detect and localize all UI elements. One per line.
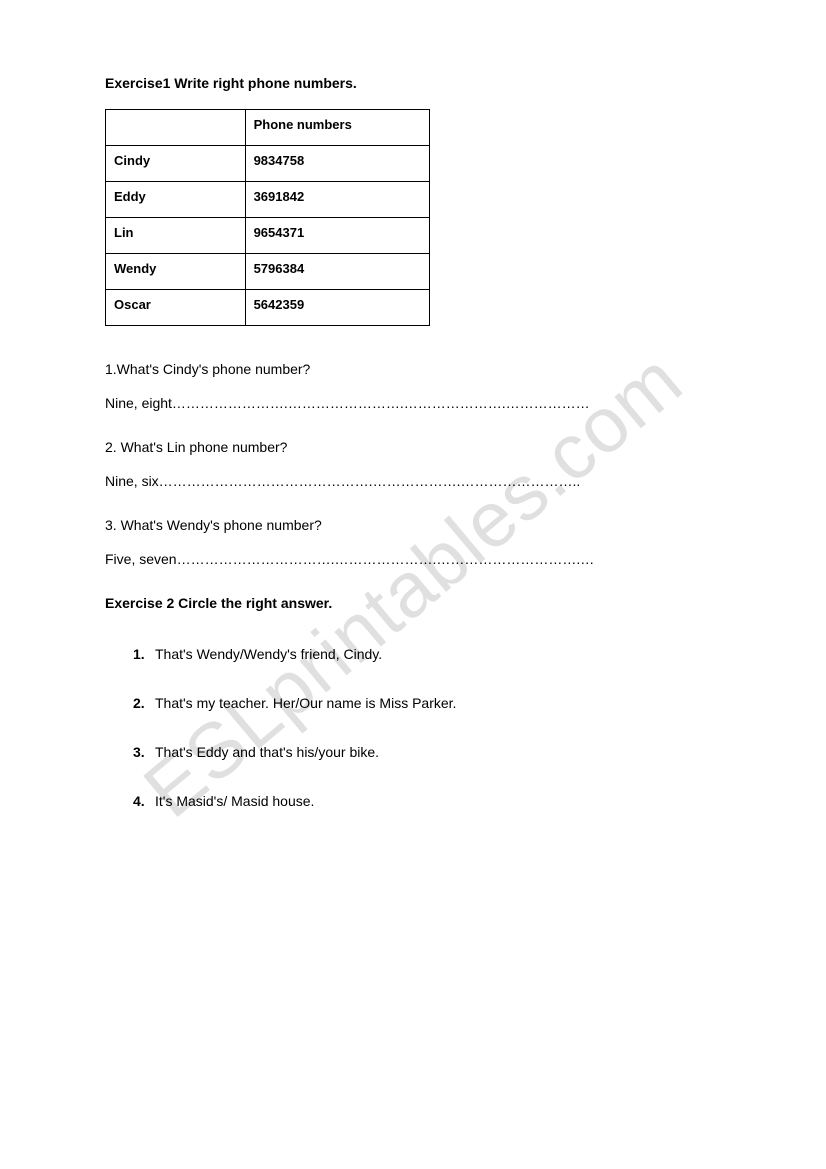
question-text: 2. What's Lin phone number?	[105, 439, 721, 455]
cell-phone: 5796384	[245, 254, 429, 290]
exercise2-item: 3. That's Eddy and that's his/your bike.	[133, 744, 721, 760]
item-text: That's Wendy/Wendy's friend, Cindy.	[155, 646, 382, 662]
exercise2-list: 1. That's Wendy/Wendy's friend, Cindy. 2…	[105, 646, 721, 809]
table-row: Cindy 9834758	[106, 146, 430, 182]
cell-phone: 9834758	[245, 146, 429, 182]
question-text: 1.What's Cindy's phone number?	[105, 361, 721, 377]
item-text: That's my teacher. Her/Our name is Miss …	[155, 695, 456, 711]
exercise2-title: Exercise 2 Circle the right answer.	[105, 595, 721, 611]
exercise2-item: 2. That's my teacher. Her/Our name is Mi…	[133, 695, 721, 711]
answer-line: Nine, eight…………………….…………………….………………….…………	[105, 395, 721, 411]
question-text: 3. What's Wendy's phone number?	[105, 517, 721, 533]
exercise1-title: Exercise1 Write right phone numbers.	[105, 75, 721, 91]
question-block-2: 2. What's Lin phone number? Nine, six…………	[105, 439, 721, 489]
cell-name: Cindy	[106, 146, 246, 182]
cell-phone: 3691842	[245, 182, 429, 218]
cell-phone: 5642359	[245, 290, 429, 326]
question-block-1: 1.What's Cindy's phone number? Nine, eig…	[105, 361, 721, 411]
cell-name: Eddy	[106, 182, 246, 218]
question-block-3: 3. What's Wendy's phone number? Five, se…	[105, 517, 721, 567]
header-phone: Phone numbers	[245, 110, 429, 146]
item-number: 3.	[133, 744, 155, 760]
exercise2-item: 1. That's Wendy/Wendy's friend, Cindy.	[133, 646, 721, 662]
item-number: 1.	[133, 646, 155, 662]
answer-line: Five, seven…………………………….………………….…………………………	[105, 551, 721, 567]
item-text: It's Masid's/ Masid house.	[155, 793, 314, 809]
phone-table: Phone numbers Cindy 9834758 Eddy 3691842…	[105, 109, 430, 326]
table-header-row: Phone numbers	[106, 110, 430, 146]
table-row: Eddy 3691842	[106, 182, 430, 218]
cell-name: Oscar	[106, 290, 246, 326]
answer-line: Nine, six……………………………………….……………….………………………	[105, 473, 721, 489]
cell-phone: 9654371	[245, 218, 429, 254]
table-row: Lin 9654371	[106, 218, 430, 254]
header-name	[106, 110, 246, 146]
cell-name: Wendy	[106, 254, 246, 290]
cell-name: Lin	[106, 218, 246, 254]
table-row: Oscar 5642359	[106, 290, 430, 326]
item-number: 2.	[133, 695, 155, 711]
item-text: That's Eddy and that's his/your bike.	[155, 744, 379, 760]
table-row: Wendy 5796384	[106, 254, 430, 290]
item-number: 4.	[133, 793, 155, 809]
exercise2-item: 4. It's Masid's/ Masid house.	[133, 793, 721, 809]
